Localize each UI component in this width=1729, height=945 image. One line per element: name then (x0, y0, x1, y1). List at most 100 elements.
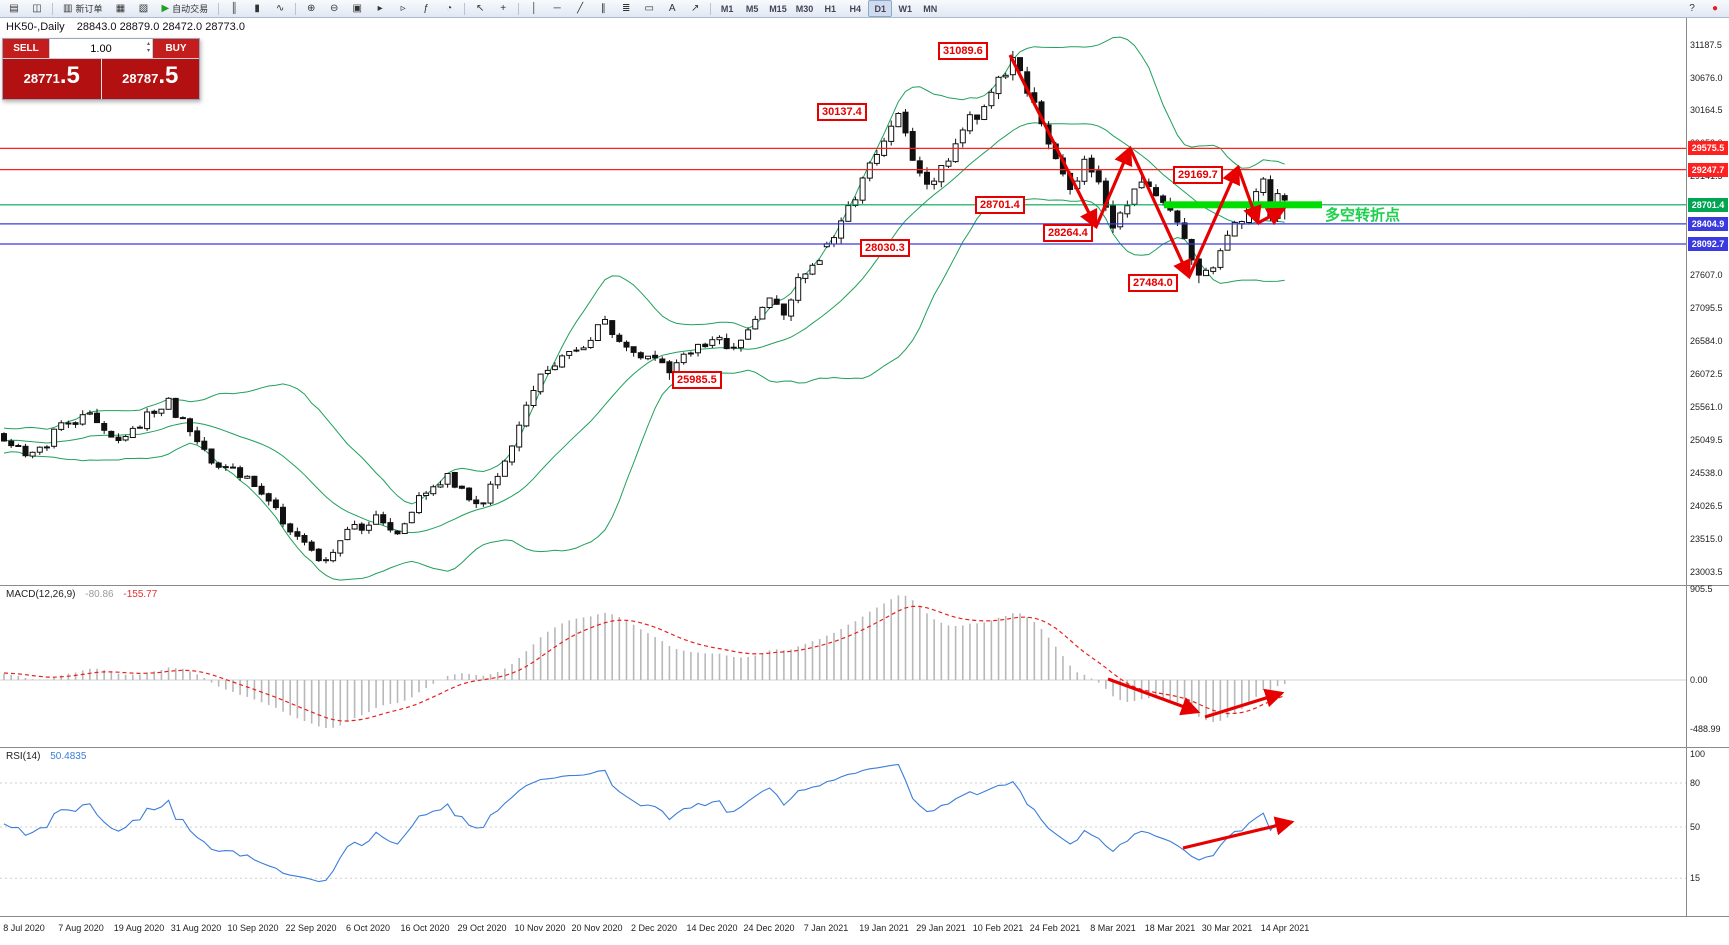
timeframe-mn[interactable]: MN (918, 0, 942, 17)
zoom-in-icon[interactable]: ⊕ (300, 0, 322, 17)
bar-chart-icon[interactable]: ║ (223, 0, 245, 17)
toolbar-separator (518, 2, 520, 15)
cursor-icon[interactable]: ↖ (469, 0, 491, 17)
y-axis-label: 23515.0 (1690, 534, 1723, 544)
auto-scroll-icon[interactable]: ▸ (369, 0, 391, 17)
price-callout[interactable]: 25985.5 (672, 371, 722, 389)
shapes-icon[interactable]: ▭ (638, 0, 660, 17)
x-axis-label: 31 Aug 2020 (170, 923, 222, 933)
timeframe-m30[interactable]: M30 (792, 0, 818, 17)
rsi-name: RSI(14) (6, 751, 41, 762)
x-axis-label: 8 Mar 2021 (1090, 923, 1136, 933)
price-callout[interactable]: 27484.0 (1128, 274, 1178, 292)
chart-shift-icon: ▹ (400, 2, 406, 14)
alert-icon[interactable]: ● (1704, 0, 1726, 17)
main-toolbar: ▤ ◫ ▥ 新订单 ▦ ▧ ▶ 自动交易 ║ ▮ ∿ ⊕ ⊖ ▣ ▸ ▹ ƒ ◔ ↖ + │ ─ ╱ ∥ ≣ ▭ A ↗ M1 M5 M15… (0, 0, 1729, 18)
volume-up-icon[interactable]: ▴ (146, 41, 150, 47)
autotrade-button[interactable]: ▶ 自动交易 (155, 0, 214, 17)
new-order-icon: ▥ (63, 2, 73, 14)
horizontal-line-icon[interactable]: ─ (546, 0, 568, 17)
x-axis-label: 30 Mar 2021 (1201, 923, 1253, 933)
arrow-tools-icon: ↗ (690, 2, 700, 14)
price-callout[interactable]: 29169.7 (1173, 166, 1223, 184)
timeframe-m15[interactable]: M15 (765, 0, 791, 17)
timeframe-d1[interactable]: D1 (868, 0, 893, 17)
help-icon[interactable]: ? (1681, 0, 1703, 17)
channel-icon[interactable]: ∥ (592, 0, 614, 17)
x-axis-label: 14 Apr 2021 (1260, 923, 1310, 933)
timeframe-m1[interactable]: M1 (715, 0, 739, 17)
rsi-axis-label: 50 (1690, 822, 1701, 832)
volume-stepper[interactable]: 1.00 ▴ ▾ (49, 39, 153, 58)
toolbar-separator (295, 2, 297, 15)
indicators-icon[interactable]: ƒ (415, 0, 437, 17)
market-watch-icon[interactable]: ▦ (109, 0, 131, 17)
shapes-icon: ▭ (644, 2, 654, 14)
crosshair-icon[interactable]: + (492, 0, 514, 17)
x-axis-label: 19 Aug 2020 (113, 923, 165, 933)
y-axis-label: 25561.0 (1690, 402, 1723, 412)
price-badge: 29247.7 (1688, 163, 1728, 177)
y-axis-label: 30164.5 (1690, 105, 1723, 115)
bollinger-bands (3, 36, 1285, 581)
price-callout[interactable]: 28264.4 (1043, 224, 1093, 242)
macd-name: MACD(12,26,9) (6, 589, 76, 600)
buy-price[interactable]: 28787.5 (100, 59, 199, 99)
x-axis-label: 10 Nov 2020 (514, 923, 566, 933)
timeframe-m30-label: M30 (795, 3, 814, 14)
support-zone-bar[interactable] (1164, 201, 1322, 209)
price-callout[interactable]: 30137.4 (817, 103, 867, 121)
vertical-line-icon[interactable]: │ (523, 0, 545, 17)
timeframe-w1[interactable]: W1 (893, 0, 917, 17)
sell-price[interactable]: 28771.5 (3, 59, 101, 99)
timeframe-h4[interactable]: H4 (843, 0, 867, 17)
zoom-out-icon: ⊖ (329, 2, 339, 14)
x-axis-label: 19 Jan 2021 (859, 923, 909, 933)
price-callout[interactable]: 31089.6 (938, 42, 988, 60)
trend-arrows[interactable] (1008, 54, 1295, 850)
fibonacci-icon[interactable]: ≣ (615, 0, 637, 17)
chart-shift-icon[interactable]: ▹ (392, 0, 414, 17)
line-chart-icon: ∿ (275, 2, 285, 14)
fibonacci-icon: ≣ (621, 2, 631, 14)
zoom-out-icon[interactable]: ⊖ (323, 0, 345, 17)
indicators-icon: ƒ (423, 2, 429, 14)
line-chart-icon[interactable]: ∿ (269, 0, 291, 17)
timeframe-h1-label: H1 (824, 3, 836, 14)
sell-price-fraction: .5 (59, 62, 80, 89)
x-axis-label: 7 Aug 2020 (58, 923, 104, 933)
chart-profiles-icon[interactable]: ◫ (26, 0, 48, 17)
symbol-name: HK50-,Daily (6, 21, 65, 33)
sell-button[interactable]: SELL (3, 39, 49, 58)
buy-button[interactable]: BUY (153, 39, 199, 58)
timeframe-h1[interactable]: H1 (818, 0, 842, 17)
navigator-icon[interactable]: ▧ (132, 0, 154, 17)
trendline-icon[interactable]: ╱ (569, 0, 591, 17)
x-axis-label: 10 Feb 2021 (972, 923, 1024, 933)
vertical-line-icon: │ (531, 2, 538, 14)
volume-down-icon[interactable]: ▾ (146, 48, 150, 54)
timeframe-m5[interactable]: M5 (740, 0, 764, 17)
candle-chart-icon[interactable]: ▮ (246, 0, 268, 17)
horizontal-line-icon: ─ (553, 2, 561, 14)
rsi-axis-label: 80 (1690, 778, 1701, 788)
y-axis-label: 24538.0 (1690, 468, 1723, 478)
text-icon[interactable]: A (661, 0, 683, 17)
price-callout[interactable]: 28030.3 (860, 239, 910, 257)
periods-icon[interactable]: ◔ (438, 0, 460, 17)
tile-windows-icon[interactable]: ▣ (346, 0, 368, 17)
zoom-in-icon: ⊕ (306, 2, 316, 14)
auto-scroll-icon: ▸ (377, 2, 383, 14)
toolbar-separator (464, 2, 466, 15)
turning-point-annotation[interactable]: 多空转折点 (1325, 207, 1401, 224)
new-order-button[interactable]: ▥ 新订单 (57, 0, 108, 17)
arrow-tools-icon[interactable]: ↗ (684, 0, 706, 17)
x-axis-label: 16 Oct 2020 (400, 923, 450, 933)
price-callout[interactable]: 28701.4 (975, 196, 1025, 214)
sell-price-main: 28771 (23, 71, 60, 86)
new-chart-icon[interactable]: ▤ (3, 0, 25, 17)
price-badge: 28404.9 (1688, 217, 1728, 231)
tile-windows-icon: ▣ (352, 2, 362, 14)
alert-icon: ● (1711, 2, 1719, 14)
